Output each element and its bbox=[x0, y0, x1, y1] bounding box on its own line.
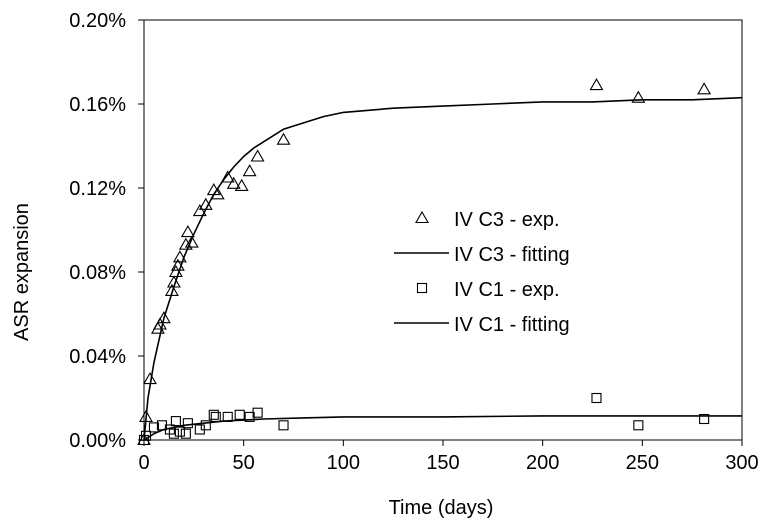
legend-label: IV C3 - exp. bbox=[454, 209, 560, 231]
series-line bbox=[143, 415, 742, 441]
x-tick-label: 300 bbox=[725, 452, 758, 474]
data-point-triangle bbox=[226, 176, 241, 189]
series-line bbox=[143, 96, 743, 441]
data-point-square bbox=[182, 418, 193, 429]
data-point-triangle bbox=[184, 235, 199, 248]
data-point-square bbox=[168, 428, 179, 439]
x-tick-label: 0 bbox=[138, 452, 149, 474]
x-tick-label: 150 bbox=[426, 452, 459, 474]
data-point-triangle bbox=[172, 250, 187, 263]
data-point-square bbox=[633, 420, 644, 431]
x-axis-title: Time (days) bbox=[389, 497, 494, 519]
data-point-triangle bbox=[276, 132, 291, 145]
data-point-triangle bbox=[220, 170, 235, 183]
x-tick-label: 50 bbox=[233, 452, 255, 474]
data-point-triangle bbox=[242, 164, 257, 177]
data-point-triangle bbox=[250, 149, 265, 162]
legend-marker-triangle bbox=[415, 210, 429, 224]
legend-label: IV C1 - fitting bbox=[454, 314, 570, 336]
y-tick-label: 0.04% bbox=[69, 346, 126, 368]
data-point-triangle bbox=[589, 77, 604, 91]
series-3 bbox=[143, 415, 742, 441]
legend-label: IV C3 - fitting bbox=[454, 244, 570, 266]
data-point-square bbox=[180, 428, 191, 439]
data-point-square bbox=[174, 426, 185, 437]
legend-marker-square bbox=[416, 282, 428, 294]
data-point-triangle bbox=[180, 224, 195, 238]
data-point-square bbox=[234, 409, 245, 420]
data-point-triangle bbox=[234, 178, 249, 191]
x-tick-label: 100 bbox=[327, 452, 360, 474]
y-tick-label: 0.12% bbox=[69, 178, 126, 200]
x-tick-label: 200 bbox=[526, 452, 559, 474]
data-point-square bbox=[170, 416, 181, 427]
data-point-triangle bbox=[697, 82, 712, 95]
data-point-square bbox=[148, 422, 160, 433]
data-point-square bbox=[699, 413, 710, 425]
data-point-triangle bbox=[192, 203, 207, 217]
series-2 bbox=[138, 392, 710, 446]
y-tick-label: 0.20% bbox=[69, 10, 126, 32]
data-point-square bbox=[252, 407, 263, 418]
data-point-square bbox=[208, 409, 219, 420]
series-0 bbox=[137, 77, 712, 446]
legend-label: IV C1 - exp. bbox=[454, 279, 560, 301]
series-1 bbox=[143, 96, 743, 441]
y-tick-label: 0.00% bbox=[69, 430, 126, 452]
data-point-square bbox=[278, 420, 289, 431]
data-point-square bbox=[210, 411, 221, 422]
data-point-triangle bbox=[631, 90, 646, 103]
data-point-square bbox=[200, 420, 211, 431]
x-tick-label: 250 bbox=[626, 452, 659, 474]
data-point-square bbox=[591, 392, 602, 404]
plot-area bbox=[143, 19, 743, 441]
y-tick-label: 0.08% bbox=[69, 262, 126, 284]
y-axis-title: ASR expansion bbox=[11, 203, 33, 341]
data-point-triangle bbox=[156, 311, 171, 324]
y-tick-label: 0.16% bbox=[69, 94, 126, 116]
